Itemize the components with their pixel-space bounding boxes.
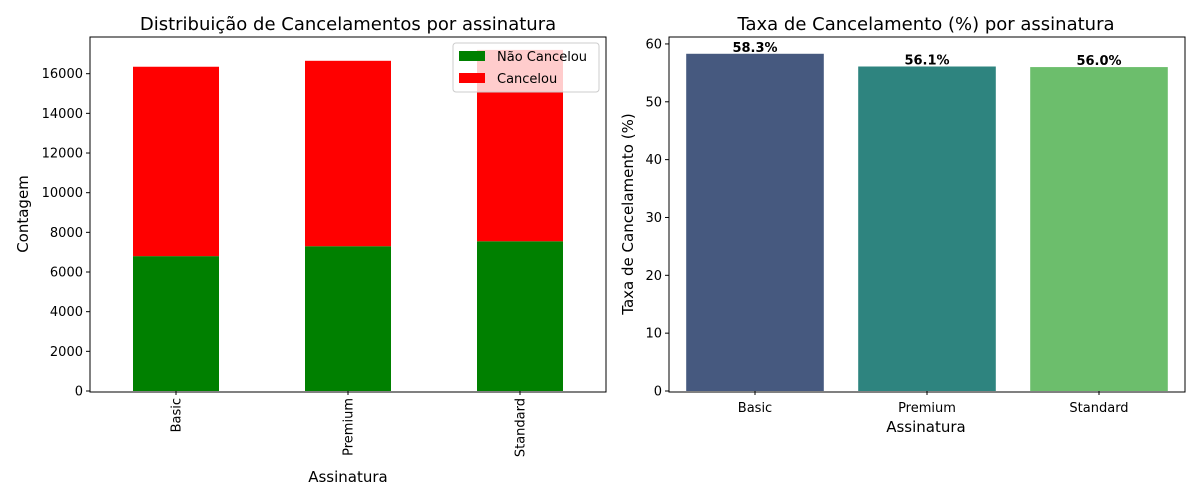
legend-swatch-nao-cancelou xyxy=(459,51,485,61)
y-tick-label: 10000 xyxy=(42,186,83,201)
data-label-premium: 56.1% xyxy=(904,54,949,69)
plot-frame xyxy=(89,36,607,393)
y-tick-label: 0 xyxy=(75,385,83,400)
bar-standard-n-o-cancelou xyxy=(477,241,563,391)
legend-label-nao-cancelou: Não Cancelou xyxy=(497,50,587,65)
y-tick-label: 10 xyxy=(645,327,662,342)
data-label-basic: 58.3% xyxy=(732,41,777,56)
chart-title: Taxa de Cancelamento (%) por assinatura xyxy=(736,14,1114,35)
y-tick-label: 0 xyxy=(654,385,662,400)
y-tick-label: 50 xyxy=(645,95,662,110)
bar-premium-n-o-cancelou xyxy=(305,246,391,391)
y-axis-ticks: 0 10 20 30 40 50 60 xyxy=(645,37,669,400)
y-tick-label: 30 xyxy=(645,211,662,226)
y-tick-label: 14000 xyxy=(42,107,83,122)
bar-basic-cancelou xyxy=(133,66,219,257)
y-tick-label: 2000 xyxy=(50,345,83,360)
legend-label-cancelou: Cancelou xyxy=(497,72,557,87)
y-tick-label: 16000 xyxy=(42,67,83,82)
x-tick-label-premium: Premium xyxy=(342,398,357,456)
bar-basic xyxy=(686,53,824,392)
y-tick-label: 12000 xyxy=(42,147,83,162)
y-tick-label: 6000 xyxy=(50,266,83,281)
x-tick-label-basic: Basic xyxy=(170,398,185,432)
x-axis-ticks: Basic Premium Standard xyxy=(738,391,1129,416)
bar-chart: Taxa de Cancelamento (%) por assinatura … xyxy=(619,14,1186,436)
data-labels: 58.3% 56.1% 56.0% xyxy=(732,41,1121,69)
stacked-bar-chart: Distribuição de Cancelamentos por assina… xyxy=(14,14,607,486)
x-axis-label: Assinatura xyxy=(886,418,966,436)
y-tick-label: 4000 xyxy=(50,305,83,320)
x-axis-ticks: Basic Premium Standard xyxy=(170,391,529,457)
y-tick-label: 40 xyxy=(645,153,662,168)
bar-basic-n-o-cancelou xyxy=(133,256,219,391)
y-axis-label: Taxa de Cancelamento (%) xyxy=(619,113,637,315)
chart-title: Distribuição de Cancelamentos por assina… xyxy=(140,14,556,35)
legend: Não Cancelou Cancelou xyxy=(452,42,600,93)
data-label-standard: 56.0% xyxy=(1076,54,1121,69)
bar-premium xyxy=(858,66,996,391)
bars-group xyxy=(133,49,563,391)
bars-group xyxy=(686,53,1168,392)
x-tick-label-premium: Premium xyxy=(898,401,956,416)
x-tick-label-standard: Standard xyxy=(1069,401,1128,416)
bar-standard xyxy=(1030,67,1168,391)
y-tick-label: 20 xyxy=(645,269,662,284)
x-axis-label: Assinatura xyxy=(308,468,388,486)
y-tick-label: 8000 xyxy=(50,226,83,241)
y-axis-ticks: 0 2000 4000 6000 8000 10000 12000 14000 16000 xyxy=(42,67,90,400)
plot-frame xyxy=(668,36,1186,393)
legend-box xyxy=(452,42,600,93)
y-axis-label: Contagem xyxy=(14,175,32,253)
y-tick-label: 60 xyxy=(645,37,662,52)
legend-swatch-cancelou xyxy=(459,73,485,83)
x-tick-label-standard: Standard xyxy=(514,398,529,457)
bar-premium-cancelou xyxy=(305,60,391,247)
x-tick-label-basic: Basic xyxy=(738,401,772,416)
